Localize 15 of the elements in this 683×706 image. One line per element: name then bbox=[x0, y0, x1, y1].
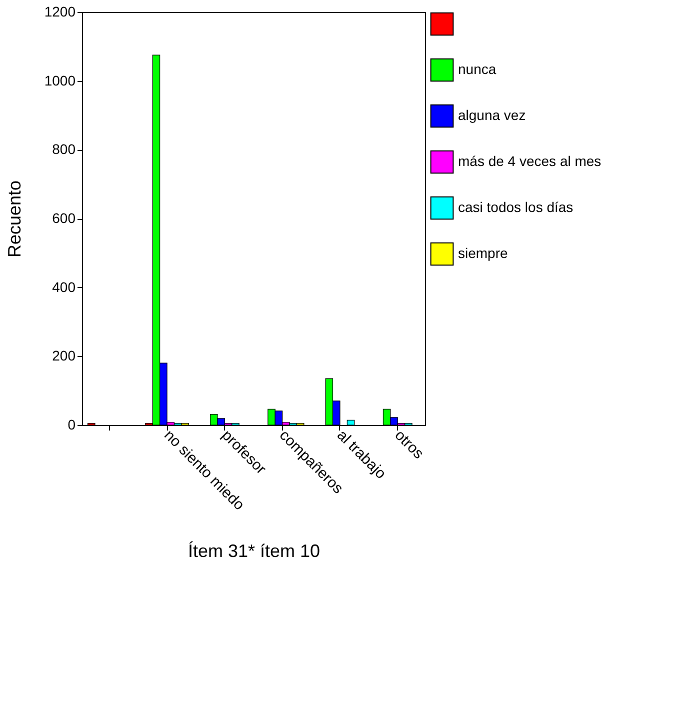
y-tick-label: 800 bbox=[52, 141, 76, 158]
y-axis-title: Recuento bbox=[4, 180, 24, 258]
y-tick-label: 1200 bbox=[44, 4, 76, 20]
legend-label: siempre bbox=[458, 245, 508, 261]
y-tick-label: 400 bbox=[52, 278, 76, 295]
legend-label: casi todos los días bbox=[458, 199, 574, 215]
legend-label: nunca bbox=[458, 61, 496, 77]
y-tick-label: 600 bbox=[52, 210, 76, 226]
legend-label: alguna vez bbox=[458, 107, 526, 123]
y-tick-label: 200 bbox=[52, 348, 76, 364]
y-tick-label: 1000 bbox=[44, 72, 76, 88]
bar bbox=[346, 420, 355, 426]
legend-label: más de 4 veces al mes bbox=[458, 153, 602, 169]
y-tick-label: 0 bbox=[68, 416, 76, 432]
x-axis-title: Ítem 31* ítem 10 bbox=[188, 541, 320, 562]
